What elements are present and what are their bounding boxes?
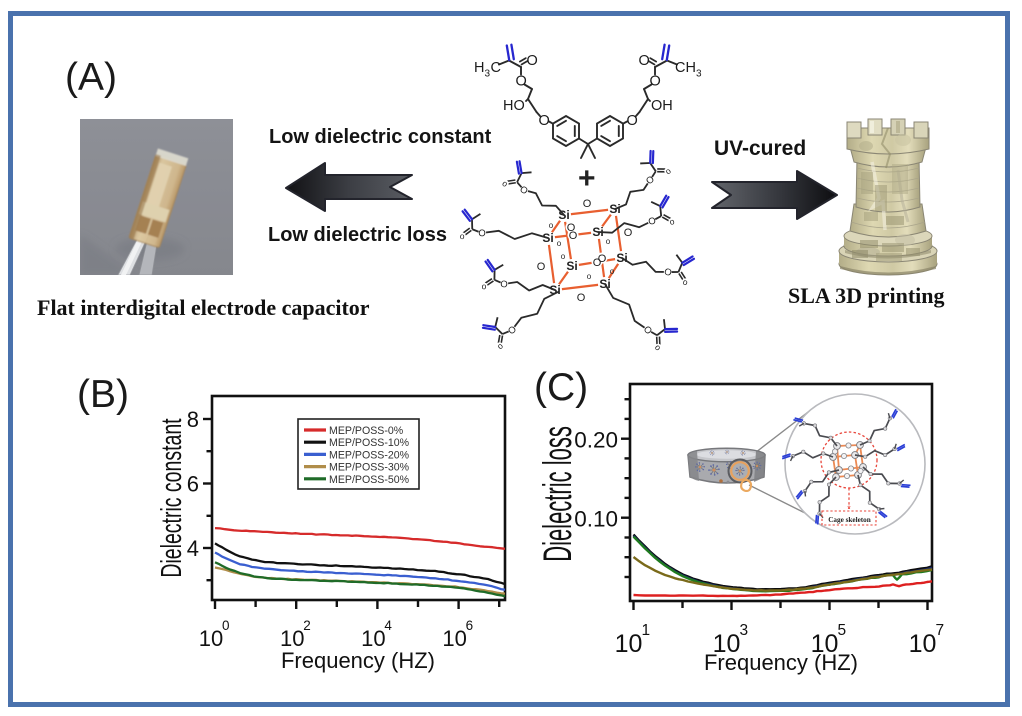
svg-text:6: 6 bbox=[466, 618, 474, 633]
svg-text:Frequency (HZ): Frequency (HZ) bbox=[704, 650, 858, 675]
svg-text:HO: HO bbox=[503, 98, 525, 114]
svg-text:o: o bbox=[459, 231, 465, 241]
svg-text:o: o bbox=[587, 272, 592, 281]
svg-text:*: * bbox=[847, 504, 851, 514]
svg-text:MEP/POSS-0%: MEP/POSS-0% bbox=[329, 425, 404, 437]
svg-text:10: 10 bbox=[811, 630, 839, 658]
svg-text:o: o bbox=[668, 216, 675, 227]
svg-text:o: o bbox=[561, 252, 566, 261]
svg-text:MEP/POSS-20%: MEP/POSS-20% bbox=[329, 449, 410, 461]
svg-text:O: O bbox=[627, 113, 638, 129]
svg-text:3: 3 bbox=[696, 69, 702, 80]
svg-text:10: 10 bbox=[713, 630, 741, 658]
svg-text:6: 6 bbox=[187, 472, 199, 497]
svg-text:Si: Si bbox=[566, 259, 577, 273]
svg-text:2: 2 bbox=[303, 618, 311, 633]
svg-text:o: o bbox=[606, 237, 611, 246]
svg-text:O: O bbox=[598, 253, 607, 265]
svg-text:10: 10 bbox=[615, 630, 643, 658]
svg-text:O: O bbox=[650, 74, 661, 90]
svg-text:O: O bbox=[577, 292, 586, 304]
svg-text:Dielectric loss: Dielectric loss bbox=[535, 426, 580, 562]
svg-text:(B): (B) bbox=[77, 373, 129, 416]
svg-text:SLA 3D printing: SLA 3D printing bbox=[788, 283, 945, 308]
svg-text:1: 1 bbox=[642, 622, 651, 639]
svg-text:10: 10 bbox=[199, 626, 223, 651]
svg-text:O: O bbox=[593, 257, 602, 269]
svg-text:O: O bbox=[539, 113, 550, 129]
svg-text:4: 4 bbox=[187, 536, 199, 561]
svg-text:O: O bbox=[537, 261, 546, 273]
svg-text:5: 5 bbox=[838, 622, 847, 639]
svg-text:(C): (C) bbox=[534, 366, 588, 409]
svg-text:O: O bbox=[567, 222, 576, 234]
svg-text:O: O bbox=[624, 227, 633, 239]
svg-text:O: O bbox=[647, 216, 656, 228]
svg-text:o: o bbox=[495, 340, 505, 351]
svg-text:3: 3 bbox=[485, 69, 491, 80]
svg-text:UV-cured: UV-cured bbox=[714, 137, 806, 160]
svg-text:4: 4 bbox=[384, 618, 392, 633]
svg-text:8: 8 bbox=[187, 407, 199, 432]
svg-text:o: o bbox=[681, 276, 689, 287]
svg-text:7: 7 bbox=[936, 622, 945, 639]
svg-text:o: o bbox=[663, 166, 673, 177]
svg-text:10: 10 bbox=[280, 626, 304, 651]
svg-text:Frequency (HZ): Frequency (HZ) bbox=[281, 648, 435, 673]
svg-text:OH: OH bbox=[651, 98, 673, 114]
svg-text:(A): (A) bbox=[65, 56, 117, 99]
svg-text:10: 10 bbox=[442, 626, 466, 651]
svg-text:o: o bbox=[500, 178, 510, 189]
svg-text:O: O bbox=[639, 53, 650, 69]
svg-text:O: O bbox=[478, 228, 486, 240]
svg-text:0.10: 0.10 bbox=[574, 507, 618, 532]
svg-text:o: o bbox=[549, 221, 554, 230]
svg-text:CH: CH bbox=[675, 60, 696, 76]
svg-text:0.20: 0.20 bbox=[574, 428, 618, 453]
svg-text:MEP/POSS-30%: MEP/POSS-30% bbox=[329, 462, 410, 474]
svg-text:Low dielectric constant: Low dielectric constant bbox=[269, 126, 492, 148]
svg-text:O: O bbox=[516, 74, 527, 90]
svg-text:o: o bbox=[481, 281, 487, 292]
svg-text:O: O bbox=[527, 53, 538, 69]
svg-text:O: O bbox=[500, 279, 509, 291]
svg-text:0: 0 bbox=[222, 618, 230, 633]
svg-text:O: O bbox=[569, 230, 578, 242]
svg-text:10: 10 bbox=[361, 626, 385, 651]
svg-text:o: o bbox=[610, 267, 615, 276]
svg-text:3: 3 bbox=[740, 622, 749, 639]
svg-text:O: O bbox=[583, 198, 592, 210]
svg-text:O: O bbox=[663, 266, 673, 279]
svg-text:o: o bbox=[557, 239, 562, 248]
svg-text:10: 10 bbox=[909, 630, 937, 658]
svg-text:Dielectric constant: Dielectric constant bbox=[157, 418, 188, 577]
svg-text:Low dielectric loss: Low dielectric loss bbox=[268, 224, 447, 246]
svg-text:Flat interdigital electrode ca: Flat interdigital electrode capacitor bbox=[37, 295, 370, 320]
svg-text:MEP/POSS-50%: MEP/POSS-50% bbox=[329, 474, 410, 486]
svg-text:MEP/POSS-10%: MEP/POSS-10% bbox=[329, 437, 410, 449]
svg-text:Cage skeleton: Cage skeleton bbox=[828, 516, 871, 524]
svg-text:o: o bbox=[653, 342, 664, 352]
svg-text:+: + bbox=[578, 162, 596, 195]
svg-text:C: C bbox=[491, 60, 501, 76]
svg-text:H: H bbox=[474, 60, 484, 76]
